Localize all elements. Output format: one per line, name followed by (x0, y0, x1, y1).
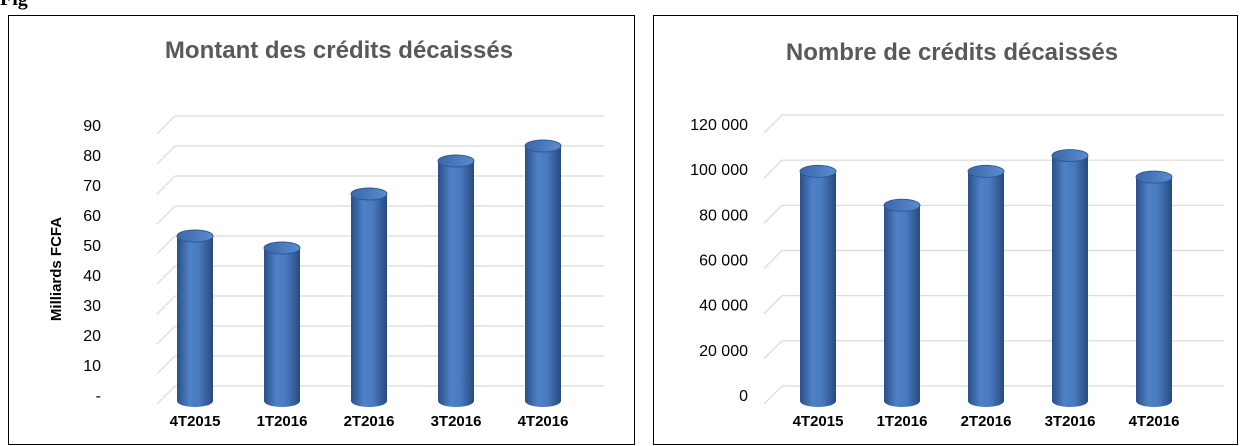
count-chart: Nombre de crédits décaissés 0 20 000 40 000… (690, 39, 1224, 430)
amount-gridline-diag (156, 205, 176, 225)
amount-gridline-diag (156, 235, 176, 255)
amount-y-tick-label: 50 (83, 238, 101, 255)
amount-category-label: 4T2016 (518, 413, 569, 430)
amount-gridline-diag (156, 145, 176, 165)
amount-y-axis-label: Milliards FCFA (48, 217, 65, 321)
amount-bar (176, 229, 214, 407)
count-category-label: 2T2016 (961, 413, 1012, 430)
amount-y-tick-label: 40 (83, 268, 101, 285)
count-bar (883, 198, 921, 407)
count-gridline-diag (763, 204, 783, 224)
count-chart-title: Nombre de crédits décaissés (786, 39, 1118, 66)
amount-gridline-diag (156, 175, 176, 195)
amount-bar (263, 241, 301, 407)
count-y-tick-label: 60 000 (699, 253, 748, 270)
count-bar (799, 164, 837, 407)
count-category-label: 1T2016 (877, 413, 928, 430)
count-category-label: 4T2016 (1129, 413, 1180, 430)
figure-label: Fig (0, 0, 28, 11)
count-gridline-diag (763, 250, 783, 269)
count-gridline-diag (763, 159, 783, 179)
amount-y-tick-label: 90 (83, 118, 101, 135)
amount-chart: Montant des crédits décaissés - 10 20 30 40 50… (48, 37, 604, 430)
amount-y-tick-label: 30 (83, 298, 101, 315)
amount-category-label: 4T2015 (170, 413, 221, 430)
count-y-tick-label: 0 (739, 388, 748, 405)
amount-bar (350, 187, 388, 407)
amount-category-label: 2T2016 (344, 413, 395, 430)
amount-gridline-diag (156, 385, 176, 405)
count-category-label: 4T2015 (793, 413, 844, 430)
count-gridline-diag (763, 295, 783, 315)
amount-gridline-diag (156, 265, 176, 285)
count-y-tick-label: 120 000 (690, 117, 748, 134)
amount-y-tick-label: 20 (83, 328, 101, 345)
count-gridline-diag (763, 385, 783, 405)
amount-bar (524, 139, 562, 407)
count-category-label: 3T2016 (1045, 413, 1096, 430)
chart-panel-amount: Montant des crédits décaissés - 10 20 30 40 50… (8, 15, 635, 445)
amount-gridline-diag (156, 355, 176, 375)
amount-bar (437, 154, 475, 407)
amount-category-label: 3T2016 (431, 413, 482, 430)
amount-y-tick-label: 70 (83, 178, 101, 195)
count-y-tick-label: 80 000 (699, 207, 748, 224)
amount-y-tick-label: - (96, 388, 101, 405)
amount-y-tick-label: 10 (83, 358, 101, 375)
count-bar (1051, 149, 1089, 407)
count-y-tick-label: 100 000 (690, 162, 748, 179)
count-bar (1135, 170, 1173, 407)
amount-gridline-diag (156, 295, 176, 315)
amount-y-tick-label: 80 (83, 148, 101, 165)
amount-category-label: 1T2016 (257, 413, 308, 430)
count-y-tick-label: 40 000 (699, 298, 748, 315)
amount-gridline-diag (156, 325, 176, 345)
count-bar (967, 164, 1005, 407)
amount-gridline-diag (156, 115, 176, 135)
count-y-tick-label: 20 000 (699, 343, 748, 360)
amount-chart-title: Montant des crédits décaissés (165, 37, 513, 64)
chart-panel-count: Nombre de crédits décaissés 0 20 000 40 000… (653, 15, 1238, 445)
amount-y-tick-label: 60 (83, 208, 101, 225)
count-gridline-diag (763, 340, 783, 360)
count-gridline-diag (763, 114, 783, 134)
